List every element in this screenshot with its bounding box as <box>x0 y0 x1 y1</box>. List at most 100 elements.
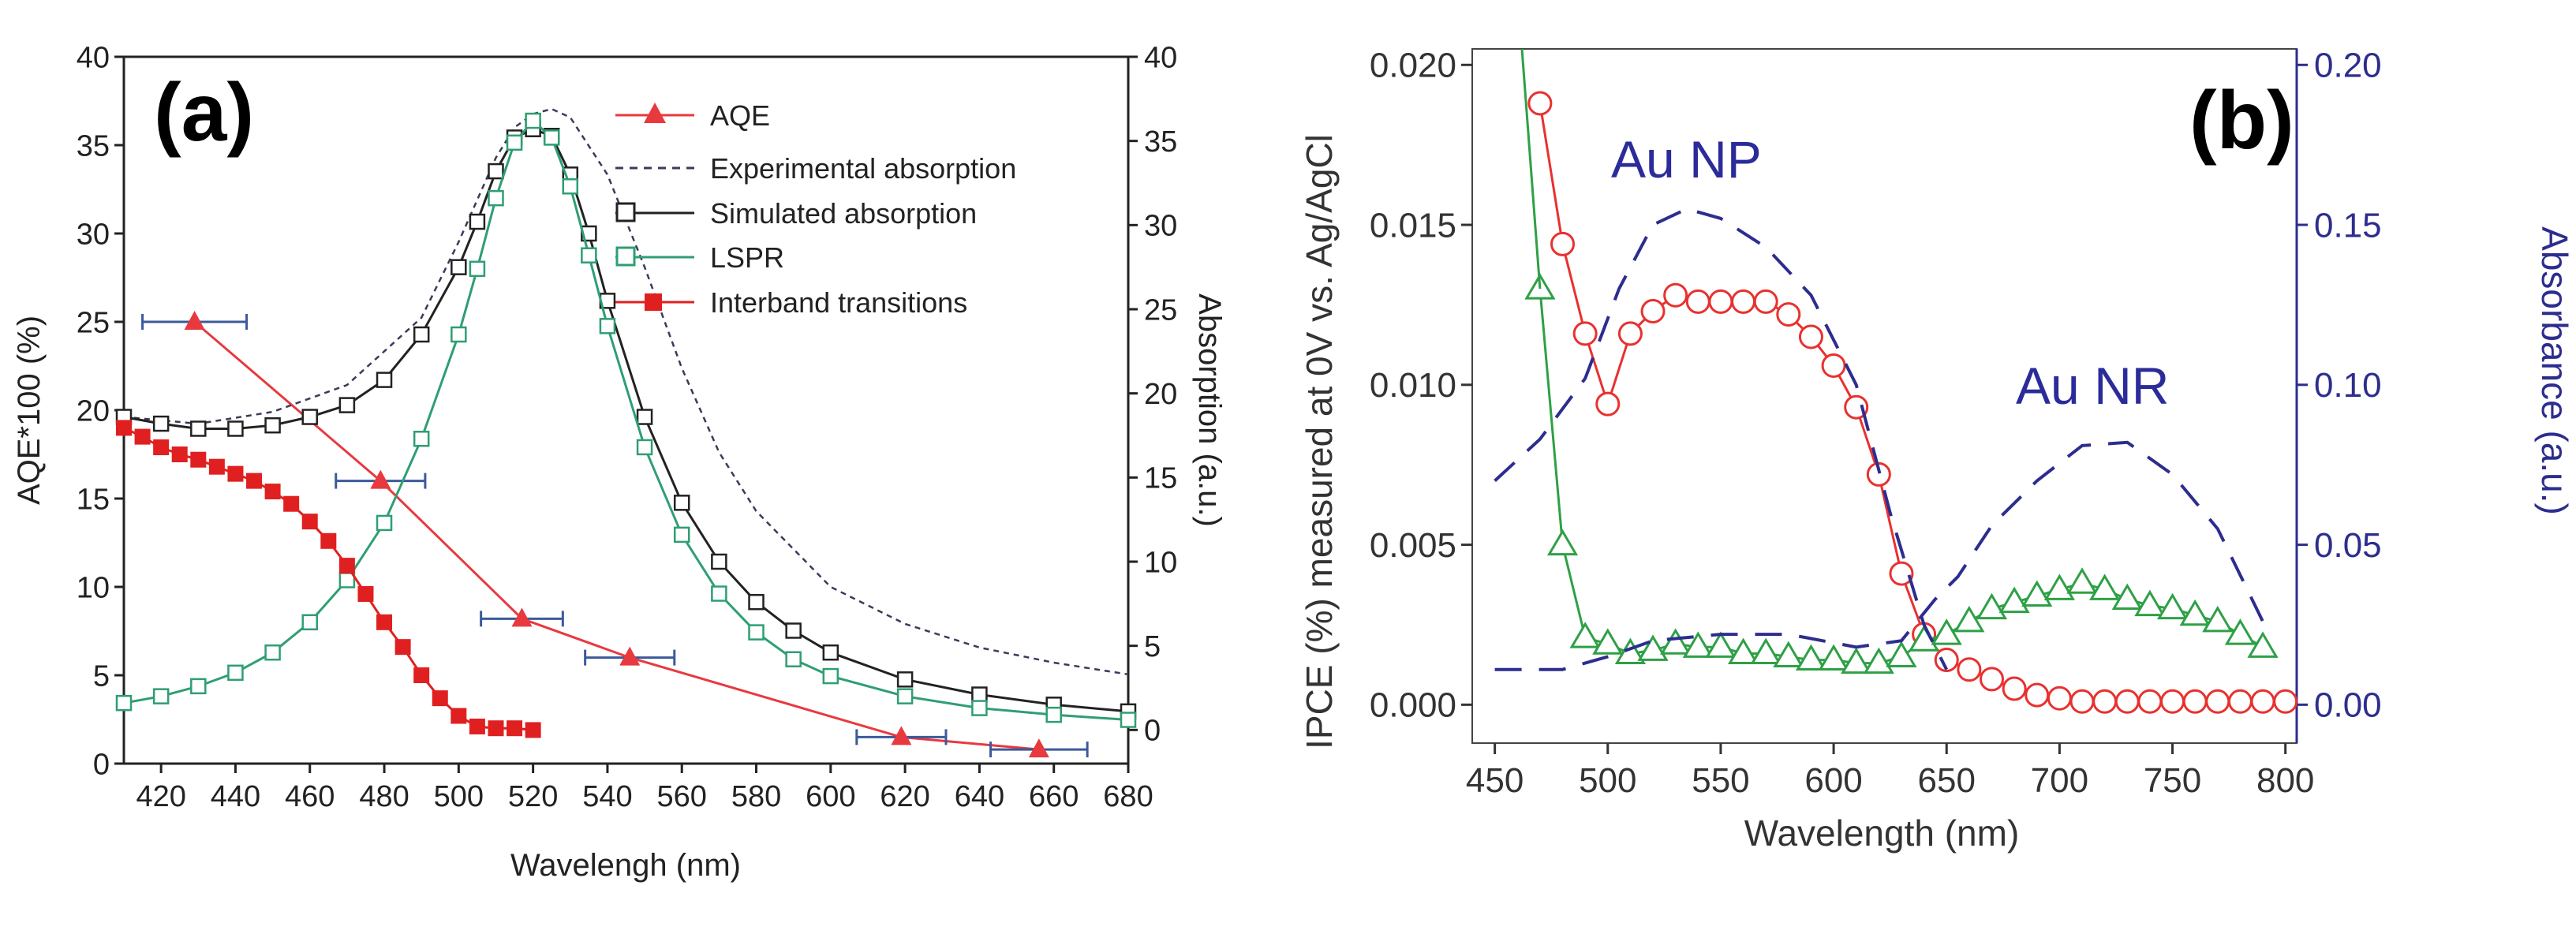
au-np-ipce-point <box>1663 282 1688 308</box>
y-tick-label: 30 <box>77 218 110 251</box>
au-np-ipce-point <box>1617 321 1643 346</box>
y-right-tick-label: 0.05 <box>2314 526 2382 565</box>
x-tick-label: 660 <box>1029 780 1079 813</box>
lspr-point <box>525 112 541 129</box>
aqe-point <box>370 469 391 489</box>
interband-transitions-point <box>357 585 374 602</box>
au-nr-ipce-point <box>2134 589 2166 617</box>
lspr-point <box>413 431 430 447</box>
series-line-simulated-absorption <box>123 128 1129 713</box>
au-np-ipce-point <box>1595 391 1621 417</box>
x-tick-label: 680 <box>1103 780 1153 813</box>
au-np-ipce-point <box>2160 689 2185 714</box>
interband-transitions-point <box>338 558 355 574</box>
x-tick-label: 650 <box>1918 761 1976 800</box>
lspr-point <box>506 134 523 151</box>
interband-transitions-point <box>190 451 207 468</box>
y-tick-label: 0.010 <box>1370 366 1456 405</box>
legend-a: AQE Experimental absorption Simulated ab… <box>615 99 1016 319</box>
legend-label-interband: Interband transitions <box>710 286 967 319</box>
series-line-au-nr-absorbance <box>1494 440 2264 671</box>
au-nr-ipce-point <box>1795 644 1827 671</box>
simulated-absorption-point <box>469 213 486 230</box>
x-tick-label: 420 <box>136 780 185 813</box>
au-np-ipce-point <box>2273 689 2298 714</box>
y-ticks-a: 0 5 10 15 20 25 30 35 40 <box>77 41 124 781</box>
y-tick-label: 35 <box>77 129 110 163</box>
interband-transitions-point <box>488 720 504 737</box>
x-tick-label: 440 <box>211 780 260 813</box>
simulated-absorption-point <box>451 259 467 275</box>
y-right-tick-label: 0.10 <box>2314 366 2382 405</box>
annotation-au-np: Au NP <box>1611 130 1762 189</box>
simulated-absorption-point <box>896 671 914 688</box>
simulated-absorption-point <box>581 225 597 242</box>
simulated-absorption-point <box>785 622 802 639</box>
interband-transitions-point <box>153 439 170 456</box>
legend-label-simulated: Simulated absorption <box>710 197 977 230</box>
lspr-point <box>822 667 839 685</box>
simulated-absorption-point <box>338 397 356 413</box>
legend-marker-lspr <box>615 246 636 267</box>
au-nr-ipce-point <box>2111 583 2143 611</box>
y-ticks-right-b: 0.00 0.05 0.10 0.15 0.20 <box>2297 47 2382 725</box>
y-right-tick-label: 15 <box>1144 462 1177 495</box>
simulated-absorption-point <box>227 420 244 437</box>
au-nr-ipce-point <box>1705 631 1737 658</box>
au-nr-ipce-point <box>1953 605 1985 633</box>
lspr-point <box>115 694 133 712</box>
lspr-point <box>599 318 616 334</box>
y-right-tick-label: 40 <box>1144 41 1177 74</box>
series-line-au-np-absorbance <box>1494 207 1948 671</box>
x-axis-label-b: Wavelength (nm) <box>1744 813 2020 854</box>
interband-transitions-point <box>525 722 541 738</box>
simulated-absorption-point <box>264 417 281 434</box>
au-np-ipce-point <box>1527 91 1553 116</box>
simulated-absorption-point <box>301 409 318 425</box>
x-tick-label: 460 <box>285 780 335 813</box>
aqe-point <box>891 726 912 745</box>
au-np-ipce-point <box>2047 686 2072 711</box>
au-np-ipce-point <box>2069 689 2095 714</box>
lspr-point <box>469 260 486 278</box>
au-nr-ipce-point <box>2089 573 2121 600</box>
interband-transitions-point <box>227 465 244 482</box>
y-tick-label: 0.015 <box>1370 206 1456 245</box>
au-np-ipce-point <box>2114 689 2140 714</box>
au-np-ipce-point <box>1798 324 1823 349</box>
aqe-point <box>619 646 641 666</box>
y-tick-label: 15 <box>77 483 110 516</box>
legend-marker-aqe <box>644 103 666 123</box>
interband-transitions-point <box>283 495 300 512</box>
simulated-absorption-point <box>152 415 170 432</box>
au-np-ipce-point <box>2092 689 2118 714</box>
au-np-ipce-point <box>1776 302 1801 327</box>
interband-transitions-point <box>301 514 318 530</box>
y-tick-label: 0.020 <box>1370 47 1456 85</box>
lspr-point <box>636 439 653 456</box>
au-nr-ipce-point <box>2202 605 2234 633</box>
x-tick-label: 600 <box>1804 761 1862 800</box>
series-line-lspr <box>123 118 1129 721</box>
y-right-tick-label: 0 <box>1144 715 1161 748</box>
series-line-interband-transitions <box>123 427 533 731</box>
simulated-absorption-point <box>413 326 430 343</box>
au-np-ipce-point <box>2250 689 2275 714</box>
simulated-absorption-point <box>376 372 393 388</box>
au-np-ipce-point <box>1640 299 1666 324</box>
y-right-tick-label: 30 <box>1144 210 1177 243</box>
au-nr-ipce-point <box>1863 647 1894 674</box>
interband-transitions-point <box>376 614 393 630</box>
simulated-absorption-point <box>822 644 839 661</box>
au-nr-ipce-point <box>1614 637 1647 664</box>
simulated-absorption-point <box>748 593 765 611</box>
au-np-ipce-point <box>2227 689 2253 714</box>
y-right-tick-label: 0.00 <box>2314 686 2382 725</box>
series-a <box>115 107 1137 758</box>
plot-frame-b <box>1471 48 2297 744</box>
au-np-ipce-point <box>1934 648 1959 673</box>
panel-a: 420 440 460 480 500 520 540 560 580 600 620 640 660 6… <box>12 41 1227 883</box>
au-nr-ipce-point <box>2156 592 2189 620</box>
au-nr-ipce-point <box>2224 618 2256 645</box>
y-right-tick-label: 0.15 <box>2314 206 2382 245</box>
